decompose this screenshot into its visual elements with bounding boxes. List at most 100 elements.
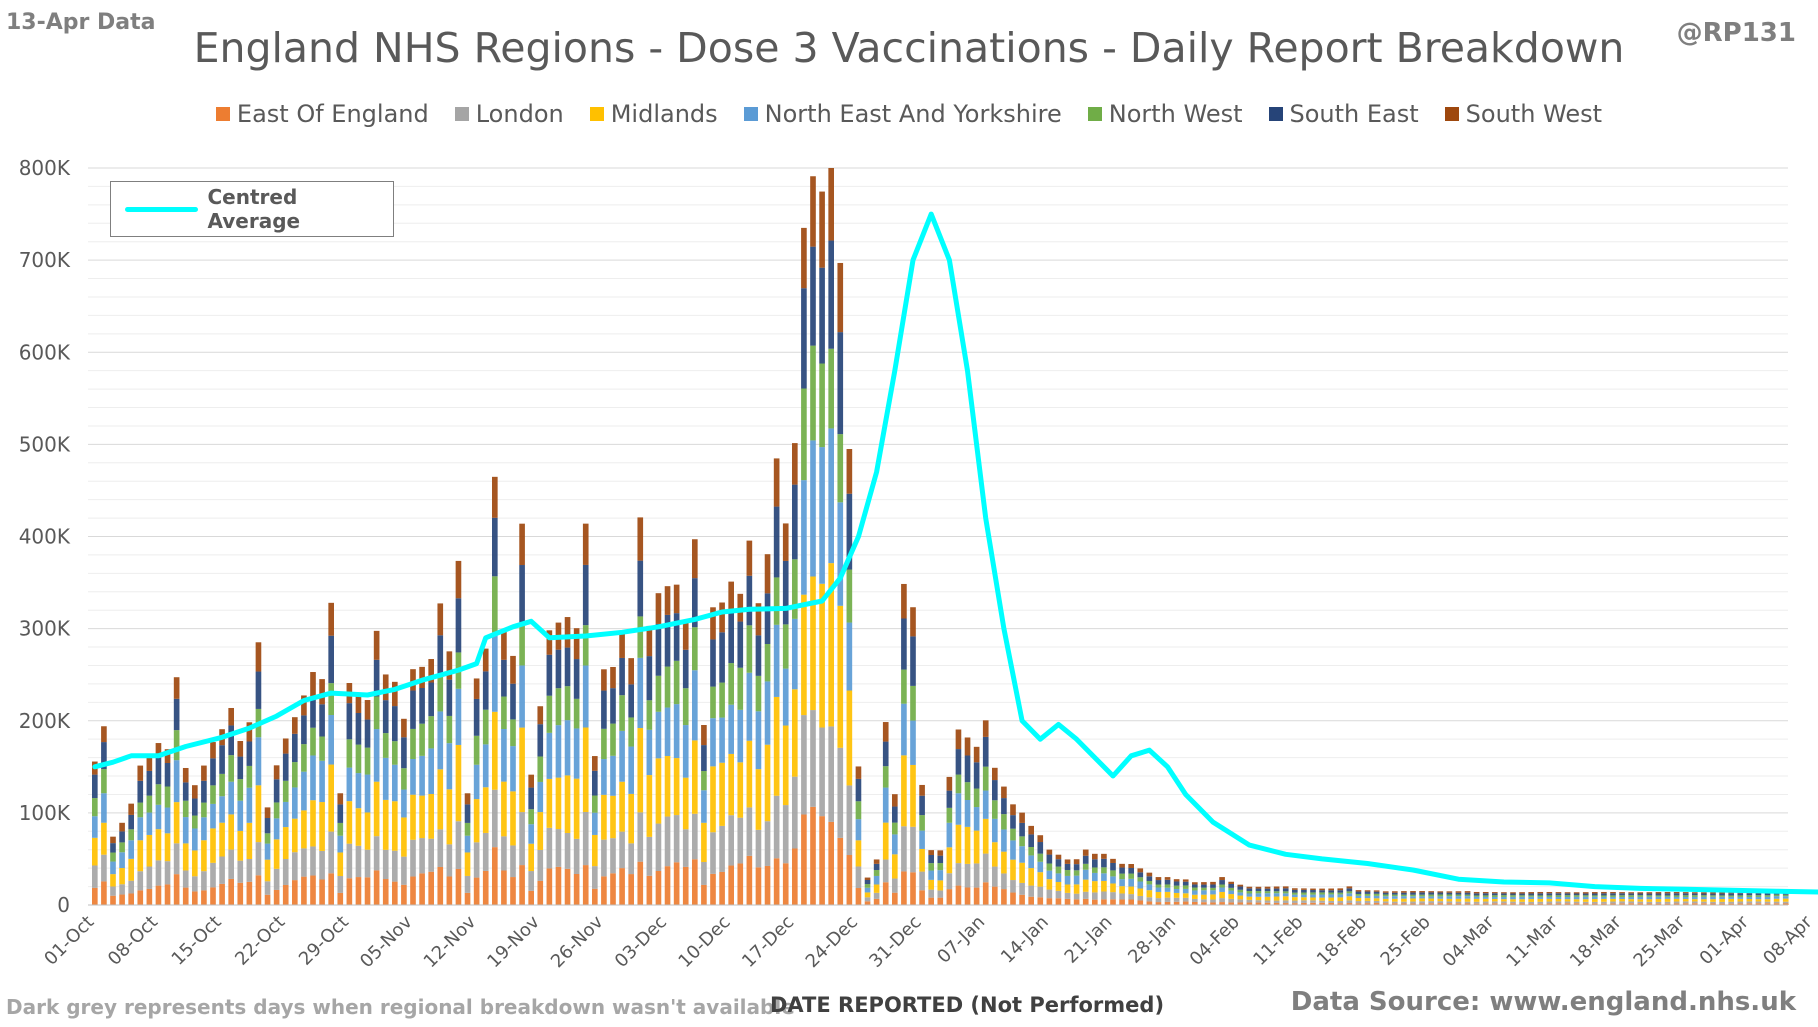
bar-segment — [1510, 892, 1516, 894]
bar-segment — [392, 881, 398, 905]
bar-segment — [664, 816, 671, 867]
bar-segment — [619, 868, 625, 905]
bar-segment — [1764, 896, 1771, 900]
bar-segment — [110, 886, 116, 896]
bar-segment — [1037, 886, 1044, 898]
bar-segment — [1528, 903, 1534, 905]
bar-segment — [882, 882, 889, 905]
bar-segment — [864, 897, 871, 902]
bar-segment — [828, 563, 834, 727]
bar-segment — [1455, 894, 1462, 897]
bar-segment — [1128, 873, 1134, 879]
legend-swatch — [1087, 107, 1102, 121]
bar-segment — [1028, 825, 1034, 835]
bar-segment — [1355, 901, 1362, 904]
bar-segment — [310, 875, 316, 905]
bar-segment — [810, 440, 816, 577]
bar-segment — [1019, 822, 1025, 837]
bar-segment — [692, 740, 698, 814]
bar-segment — [337, 876, 344, 893]
bar-segment — [664, 614, 671, 667]
bar-segment — [846, 690, 853, 786]
bar-segment — [610, 795, 616, 839]
bar-segment — [546, 654, 553, 696]
bar-segment — [1155, 902, 1162, 905]
bar-segment — [637, 861, 644, 905]
bar-segment — [1546, 901, 1553, 904]
bar-segment — [801, 227, 807, 289]
bar-segment — [155, 804, 162, 830]
bar-segment — [273, 868, 280, 890]
bar-segment — [1273, 886, 1280, 889]
bar-segment — [1201, 899, 1207, 903]
bar-segment — [1473, 895, 1480, 897]
bar-segment — [228, 707, 234, 726]
bar-segment — [1519, 901, 1525, 904]
bar-segment — [773, 506, 780, 578]
bar-segment — [955, 793, 962, 825]
bar-segment — [737, 863, 744, 905]
bar-segment — [601, 759, 607, 795]
bar-segment — [782, 863, 789, 905]
bar-segment — [1101, 853, 1107, 859]
bar-segment — [328, 635, 334, 684]
bar-segment — [310, 672, 316, 697]
bar-segment — [301, 876, 307, 905]
bar-segment — [1328, 902, 1334, 905]
bar-segment — [282, 859, 289, 885]
bar-segment — [464, 875, 471, 893]
bar-segment — [110, 852, 116, 862]
bar-segment — [410, 690, 416, 729]
bar-segment — [792, 848, 798, 905]
bar-segment — [455, 868, 462, 905]
bar-segment — [1019, 846, 1025, 863]
bar-segment — [1655, 896, 1662, 900]
bar-segment — [1773, 898, 1780, 902]
bar-segment — [1210, 894, 1216, 900]
legend-swatch — [743, 107, 758, 121]
bar-segment — [437, 635, 444, 676]
bar-segment — [792, 559, 798, 619]
bar-segment — [1628, 892, 1634, 894]
bar-segment — [492, 847, 498, 905]
bar-segment — [1455, 891, 1462, 893]
bar-segment — [1055, 890, 1062, 899]
x-tick-label: 31-Dec — [865, 912, 925, 972]
bar-segment — [882, 741, 889, 767]
bar-segment — [1682, 896, 1689, 900]
bar-segment — [1264, 888, 1271, 892]
bar-segment — [437, 675, 444, 712]
bar-segment — [1546, 903, 1553, 905]
bar-segment — [292, 880, 298, 905]
bar-segment — [401, 856, 407, 885]
bar-segment — [1773, 894, 1780, 897]
bar-segment — [501, 659, 507, 697]
bar-segment — [1346, 891, 1353, 894]
bar-segment — [301, 810, 307, 849]
bar-segment — [537, 756, 544, 782]
bar-segment — [1673, 903, 1680, 905]
bar-segment — [1382, 901, 1389, 904]
bar-segment — [1655, 901, 1662, 904]
x-tick-label: 11-Feb — [1249, 912, 1307, 970]
bar-segment — [310, 755, 316, 801]
bar-segment — [573, 838, 580, 875]
bar-segment — [946, 807, 953, 823]
bar-segment — [328, 764, 334, 832]
bar-segment — [910, 826, 916, 873]
bar-segment — [1237, 895, 1244, 900]
bar-segment — [628, 717, 634, 747]
bar-segment — [664, 666, 671, 708]
bar-segment — [192, 798, 198, 816]
bar-segment — [1592, 896, 1598, 900]
bar-segment — [1501, 901, 1507, 904]
bar-segment — [1592, 892, 1598, 894]
bar-segment — [401, 718, 407, 738]
bar-segment — [482, 870, 489, 905]
bar-segment — [519, 523, 525, 566]
bar-segment — [319, 760, 325, 803]
bar-segment — [1755, 903, 1762, 905]
bar-segment — [973, 762, 980, 789]
bar-segment — [673, 704, 680, 759]
bar-segment — [864, 901, 871, 905]
